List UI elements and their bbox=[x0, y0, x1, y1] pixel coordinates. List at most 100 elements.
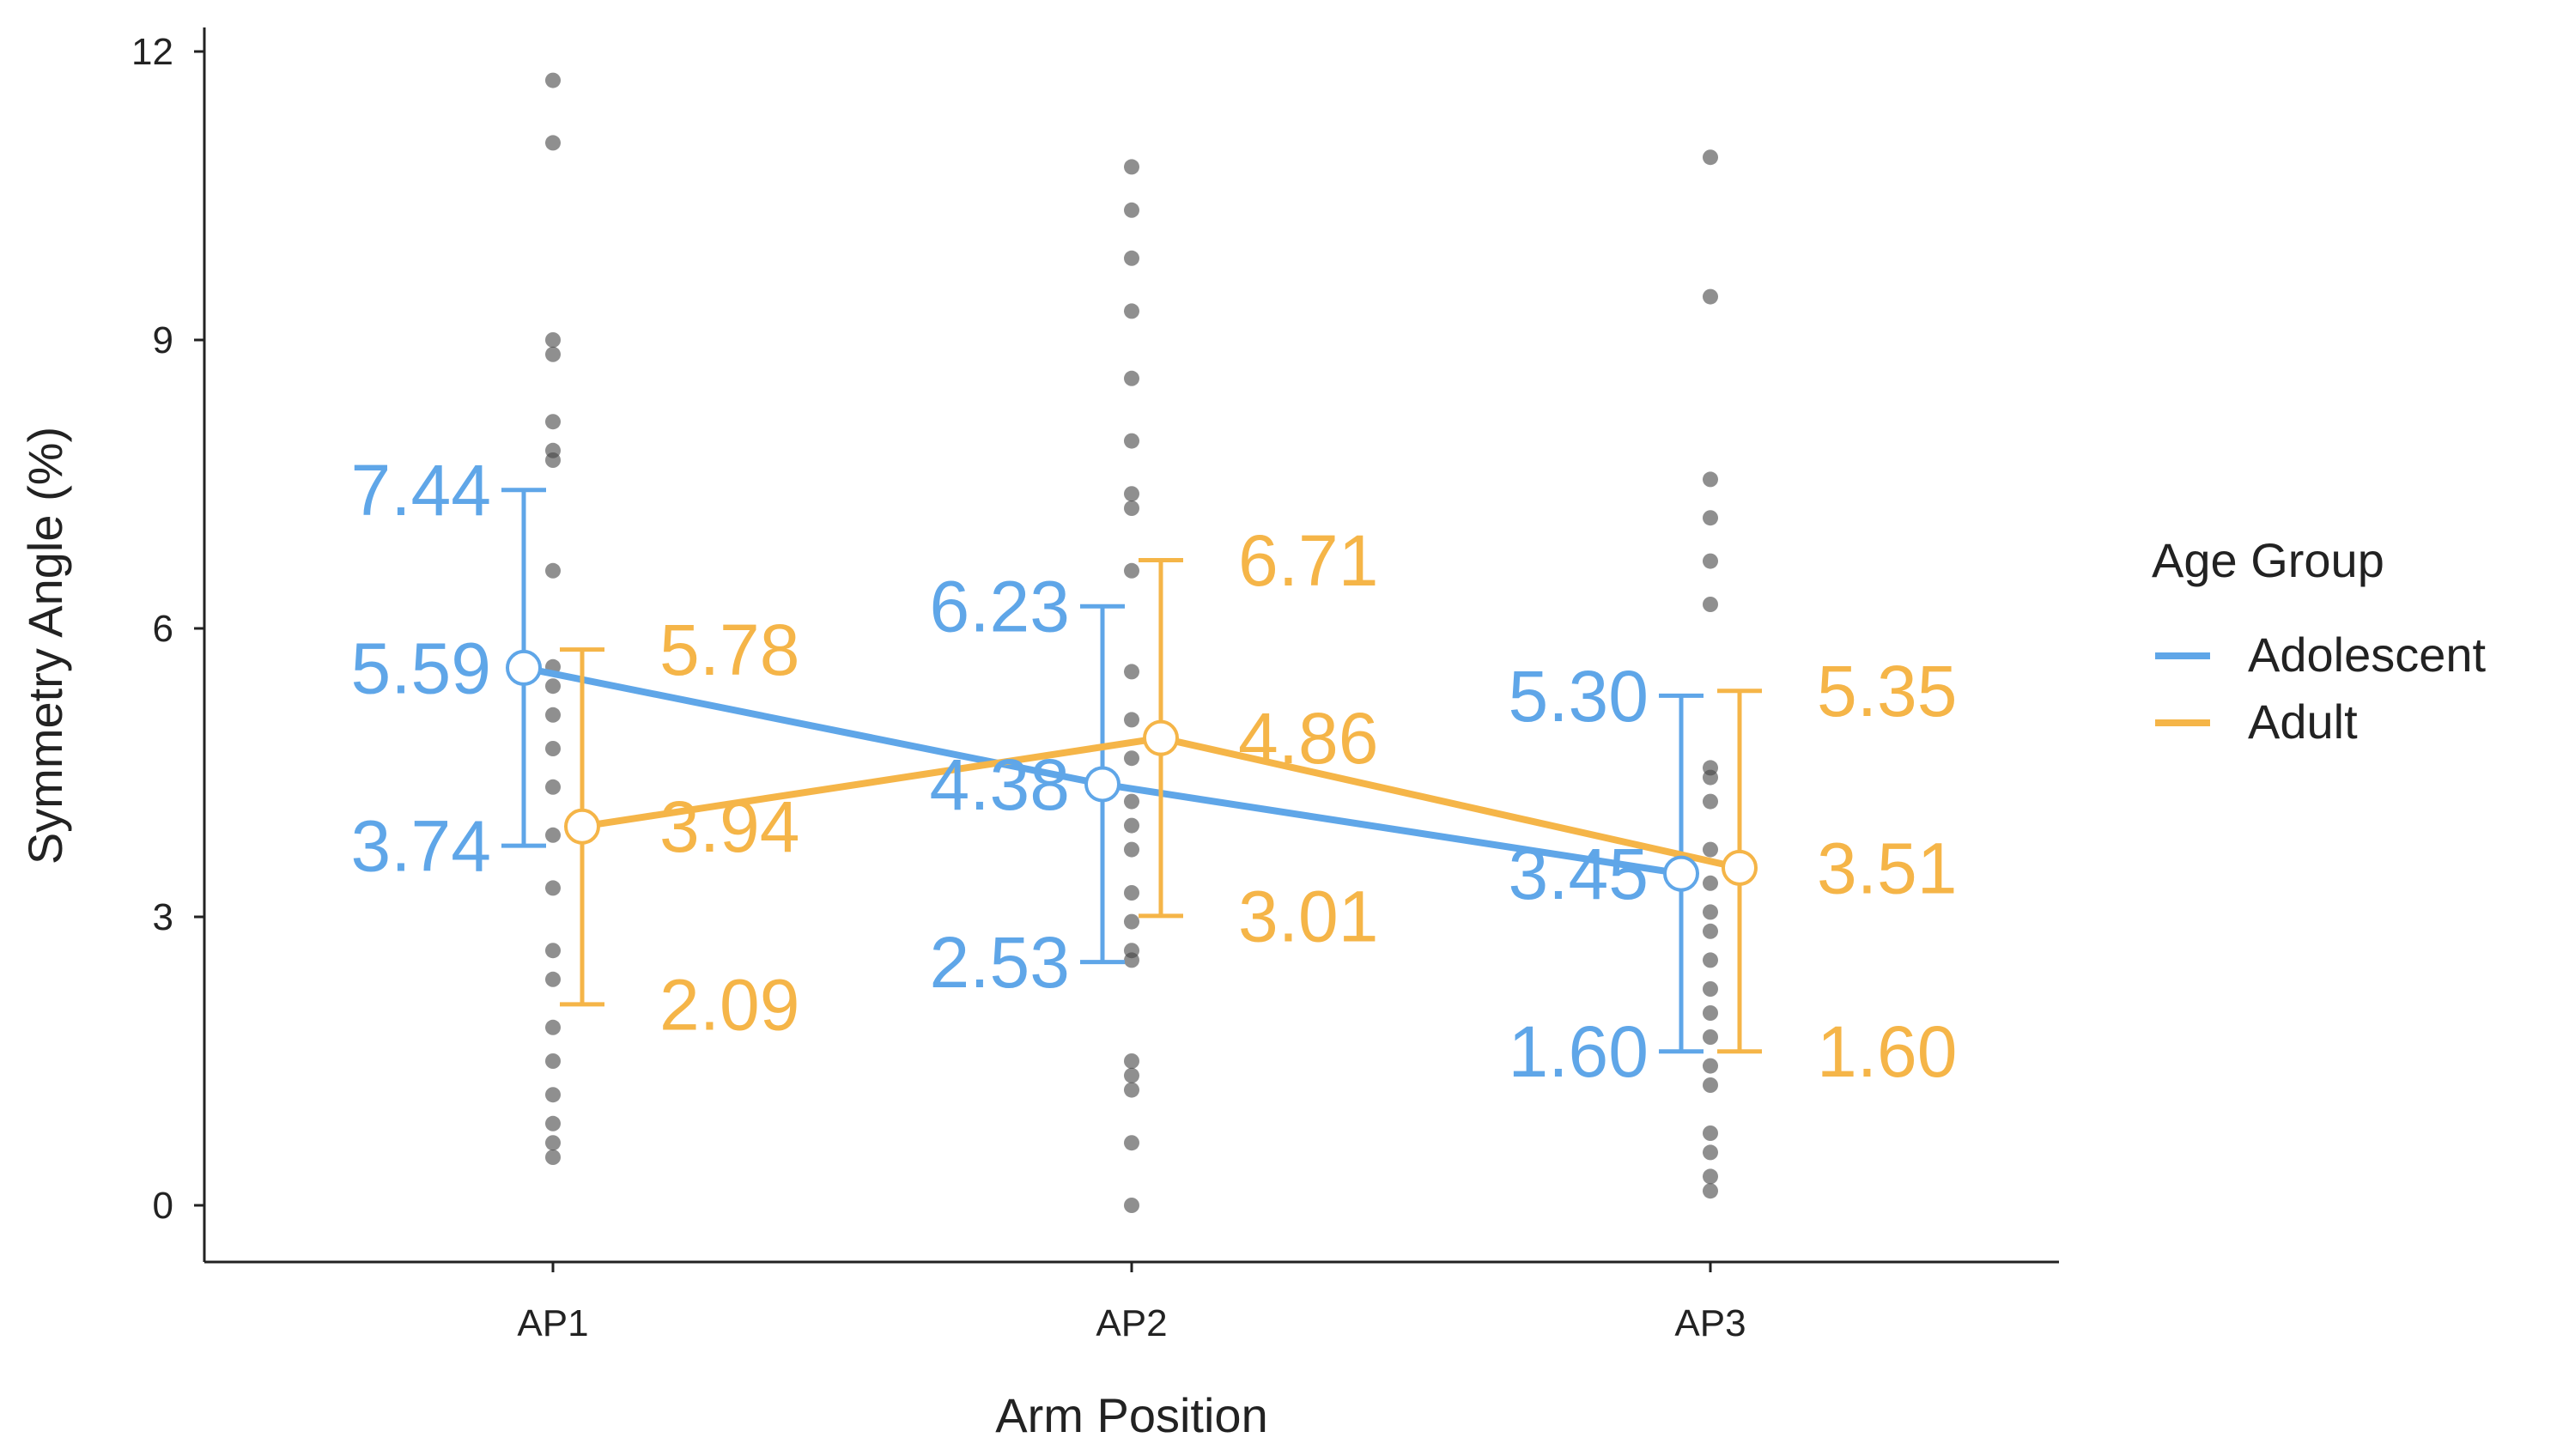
individual-point bbox=[545, 678, 561, 695]
individual-point bbox=[1703, 1144, 1718, 1161]
individual-point bbox=[1703, 1058, 1718, 1074]
mean-point bbox=[564, 808, 600, 845]
individual-point bbox=[1703, 553, 1718, 569]
mean-point bbox=[506, 649, 542, 686]
individual-point bbox=[1124, 1198, 1139, 1213]
individual-point bbox=[545, 1150, 561, 1165]
individual-point bbox=[545, 135, 561, 151]
individual-point bbox=[1703, 793, 1718, 810]
individual-point bbox=[545, 1019, 561, 1035]
ticks: 0 3 6 9 12 AP1 AP2 AP3 bbox=[131, 31, 1746, 1344]
y-tick-label: 6 bbox=[153, 608, 173, 650]
upper-value-label-adult: 6.71 bbox=[1238, 520, 1379, 601]
individual-point bbox=[1124, 486, 1139, 502]
individual-point bbox=[545, 332, 561, 348]
individual-point bbox=[1703, 1125, 1718, 1141]
legend-label-adult: Adult bbox=[2248, 695, 2358, 749]
individual-point bbox=[1703, 1183, 1718, 1199]
individual-point bbox=[1124, 159, 1139, 175]
individual-point bbox=[1124, 1082, 1139, 1098]
individual-point bbox=[545, 880, 561, 896]
individual-point bbox=[1124, 712, 1139, 728]
individual-point bbox=[1124, 202, 1139, 218]
upper-value-label-adult: 5.78 bbox=[659, 610, 800, 690]
individual-point bbox=[1703, 597, 1718, 612]
individual-point bbox=[1124, 793, 1139, 810]
individual-point bbox=[1703, 875, 1718, 891]
individual-point bbox=[1703, 288, 1718, 305]
individual-point bbox=[1124, 664, 1139, 680]
individual-point bbox=[1124, 750, 1139, 767]
upper-value-label-adolescent: 5.30 bbox=[1509, 656, 1649, 737]
legend-item-adult: Adult bbox=[2155, 695, 2358, 749]
individual-point bbox=[545, 1115, 561, 1131]
lower-value-label-adolescent: 2.53 bbox=[930, 922, 1071, 1003]
individual-point bbox=[1124, 500, 1139, 516]
x-axis-label: Arm Position bbox=[995, 1388, 1267, 1442]
legend-label-adolescent: Adolescent bbox=[2248, 628, 2487, 682]
y-axis-label: Symmetry Angle (%) bbox=[18, 427, 72, 864]
individual-point bbox=[1703, 981, 1718, 997]
individual-point bbox=[1124, 885, 1139, 901]
y-tick-label: 0 bbox=[153, 1185, 173, 1227]
individual-point bbox=[1703, 510, 1718, 526]
individual-point bbox=[545, 779, 561, 795]
mean-value-label-adolescent: 3.45 bbox=[1509, 834, 1649, 914]
individual-point bbox=[545, 414, 561, 430]
individual-point bbox=[1703, 769, 1718, 786]
individual-point bbox=[1703, 149, 1718, 166]
individual-point bbox=[1124, 913, 1139, 930]
individual-point bbox=[1124, 433, 1139, 449]
individual-point bbox=[545, 562, 561, 579]
individual-point bbox=[545, 827, 561, 843]
individual-point bbox=[1124, 562, 1139, 579]
lower-value-label-adolescent: 3.74 bbox=[351, 806, 492, 887]
individual-point bbox=[545, 707, 561, 723]
mean-value-label-adult: 3.94 bbox=[659, 786, 800, 867]
individual-point bbox=[1124, 1067, 1139, 1083]
lower-value-label-adolescent: 1.60 bbox=[1509, 1011, 1649, 1092]
lower-value-label-adult: 3.01 bbox=[1238, 876, 1379, 956]
upper-value-label-adolescent: 6.23 bbox=[930, 567, 1071, 647]
mean-value-label-adolescent: 4.38 bbox=[930, 744, 1071, 825]
upper-value-label-adult: 5.35 bbox=[1817, 651, 1958, 731]
x-tick-label: AP1 bbox=[517, 1302, 588, 1344]
individual-point bbox=[1703, 904, 1718, 920]
x-tick-label: AP3 bbox=[1674, 1302, 1746, 1344]
mean-point bbox=[1143, 719, 1179, 756]
mean-point bbox=[1084, 766, 1121, 803]
individual-point bbox=[1124, 370, 1139, 386]
individual-point bbox=[1703, 1077, 1718, 1093]
individual-point bbox=[545, 346, 561, 362]
individual-point bbox=[1703, 1005, 1718, 1021]
x-tick-label: AP2 bbox=[1096, 1302, 1167, 1344]
y-tick-label: 3 bbox=[153, 896, 173, 938]
mean-value-label-adult: 4.86 bbox=[1238, 698, 1379, 779]
individual-point bbox=[545, 452, 561, 468]
individual-point bbox=[1124, 841, 1139, 858]
individual-point bbox=[1703, 1168, 1718, 1185]
legend: Age Group Adolescent Adult bbox=[2152, 533, 2487, 749]
mean-point bbox=[1663, 855, 1699, 892]
y-tick-label: 12 bbox=[131, 31, 173, 73]
individual-point bbox=[1124, 1053, 1139, 1069]
mean-value-label-adolescent: 5.59 bbox=[351, 628, 492, 708]
individual-point bbox=[545, 1087, 561, 1103]
individual-point bbox=[1124, 250, 1139, 266]
individual-point bbox=[1703, 952, 1718, 968]
individual-point bbox=[1703, 1029, 1718, 1045]
individual-point bbox=[545, 943, 561, 959]
individual-point bbox=[545, 72, 561, 88]
mean-point bbox=[1722, 849, 1758, 886]
individual-point bbox=[545, 971, 561, 987]
individual-points bbox=[545, 72, 1718, 1213]
series bbox=[501, 488, 1762, 1054]
individual-point bbox=[545, 741, 561, 756]
mean-value-label-adult: 3.51 bbox=[1817, 828, 1958, 908]
lower-value-label-adult: 1.60 bbox=[1817, 1011, 1958, 1092]
individual-point bbox=[1124, 817, 1139, 834]
y-tick-label: 9 bbox=[153, 319, 173, 361]
upper-value-label-adolescent: 7.44 bbox=[351, 450, 492, 531]
value-labels: 7.44 5.59 3.74 6.23 4.38 2.53 5.30 3.45 1.60 5.78… bbox=[351, 450, 1958, 1092]
